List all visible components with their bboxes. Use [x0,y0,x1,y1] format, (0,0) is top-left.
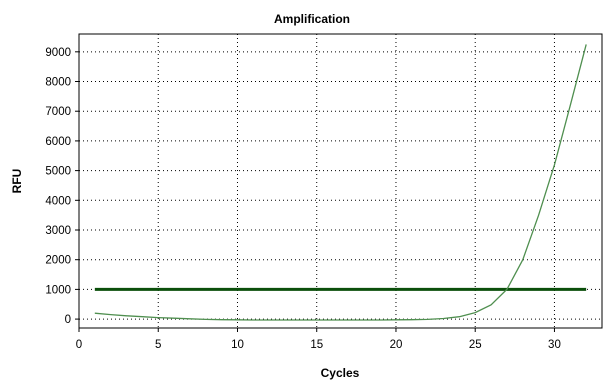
plot-frame [78,33,603,329]
y-tick-label: 6000 [45,136,71,148]
x-tick-label: 20 [390,339,403,351]
y-tick-label: 0 [65,314,71,326]
series-layer [94,44,587,321]
grid [79,34,602,328]
y-tick-label: 4000 [45,195,71,207]
x-axis-ticks: 0 5 10 15 20 25 30 [76,328,561,351]
amplification-curve-0 [94,44,587,321]
x-axis-label: Cycles [321,366,360,380]
y-tick-label: 5000 [45,166,71,178]
y-tick-label: 8000 [45,77,71,89]
x-tick-label: 25 [469,339,482,351]
y-tick-label: 2000 [45,255,71,267]
y-axis-ticks: 0 1000 2000 3000 4000 5000 6000 7000 8000 9000 [45,47,79,326]
y-tick-label: 7000 [45,106,71,118]
y-axis-label: RFU [10,169,24,194]
x-tick-label: 5 [155,339,161,351]
y-tick-label: 9000 [45,47,71,59]
x-tick-label: 30 [548,339,561,351]
x-tick-label: 10 [231,339,244,351]
chart-title: Amplification [274,12,350,26]
y-tick-label: 3000 [45,225,71,237]
y-tick-label: 1000 [45,284,71,296]
x-tick-label: 0 [76,339,82,351]
x-tick-label: 15 [310,339,323,351]
